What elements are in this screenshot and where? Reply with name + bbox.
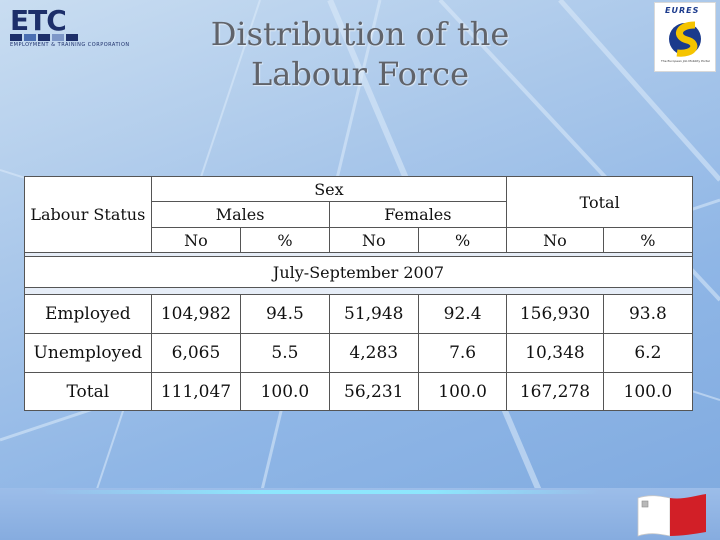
table-header-row-sex: Labour Status Sex Total	[24, 176, 693, 253]
page-title-line2: Labour Force	[250, 55, 470, 93]
etc-logo: ETC EMPLOYMENT & TRAINING CORPORATION	[6, 4, 129, 50]
total-males-no: 111,047	[150, 372, 242, 411]
header-males: Males	[150, 201, 330, 228]
header-labour-status: Labour Status	[24, 176, 152, 253]
unemployed-total-pct: 6.2	[602, 333, 694, 373]
row-label-total: Total	[24, 372, 152, 411]
table-row-total: Total 111,047 100.0 56,231 100.0 167,278…	[24, 372, 694, 411]
table-header-row-gender: Males Females	[25, 201, 693, 228]
employed-females-pct: 92.4	[417, 294, 508, 334]
header-males-pct: %	[240, 227, 330, 253]
employed-males-pct: 94.5	[240, 294, 330, 334]
footer-band	[0, 488, 720, 540]
eures-logo: EURES The European Job Mobility Portal	[654, 2, 716, 72]
table-row: Unemployed 6,065 5.5 4,283 7.6 10,348 6.…	[24, 333, 694, 373]
etc-logo-boxes	[10, 34, 78, 41]
eures-logo-emblem	[669, 21, 701, 57]
header-females: Females	[328, 201, 508, 228]
table-row: Employed 104,982 94.5 51,948 92.4 156,93…	[24, 294, 694, 334]
labour-force-table: Labour Status Sex Total Males Females No…	[24, 176, 694, 411]
header-males-no: No	[150, 227, 242, 253]
unemployed-females-no: 4,283	[328, 333, 419, 373]
row-label-unemployed: Unemployed	[24, 333, 152, 373]
footer-glow-line	[40, 490, 600, 494]
etc-logo-tagline: EMPLOYMENT & TRAINING CORPORATION	[10, 42, 130, 48]
total-males-pct: 100.0	[240, 372, 330, 411]
total-females-no: 56,231	[328, 372, 419, 411]
header-total-pct: %	[602, 227, 694, 253]
employed-total-no: 156,930	[506, 294, 604, 334]
etc-logo-wordmark: ETC	[10, 4, 67, 37]
row-label-employed: Employed	[24, 294, 152, 334]
table-spacer	[24, 287, 693, 295]
employed-males-no: 104,982	[150, 294, 242, 334]
unemployed-total-no: 10,348	[506, 333, 604, 373]
total-females-pct: 100.0	[417, 372, 508, 411]
unemployed-females-pct: 7.6	[417, 333, 508, 373]
header-females-no: No	[328, 227, 419, 253]
eures-logo-wordmark: EURES	[665, 6, 700, 15]
employed-total-pct: 93.8	[602, 294, 694, 334]
period-label: July-September 2007	[24, 256, 693, 288]
employed-females-no: 51,948	[328, 294, 419, 334]
total-total-no: 167,278	[506, 372, 604, 411]
header-sex: Sex	[150, 176, 508, 202]
total-total-pct: 100.0	[602, 372, 694, 411]
table-period-row: July-September 2007	[24, 256, 693, 288]
header-total-no: No	[506, 227, 604, 253]
eures-logo-tagline: The European Job Mobility Portal	[661, 59, 710, 63]
page-title: Distribution of the Labour Force	[160, 14, 560, 94]
header-total: Total	[506, 176, 693, 228]
unemployed-males-no: 6,065	[150, 333, 242, 373]
malta-flag-icon	[637, 494, 706, 537]
unemployed-males-pct: 5.5	[240, 333, 330, 373]
page-title-line1: Distribution of the	[210, 15, 510, 53]
header-females-pct: %	[417, 227, 508, 253]
